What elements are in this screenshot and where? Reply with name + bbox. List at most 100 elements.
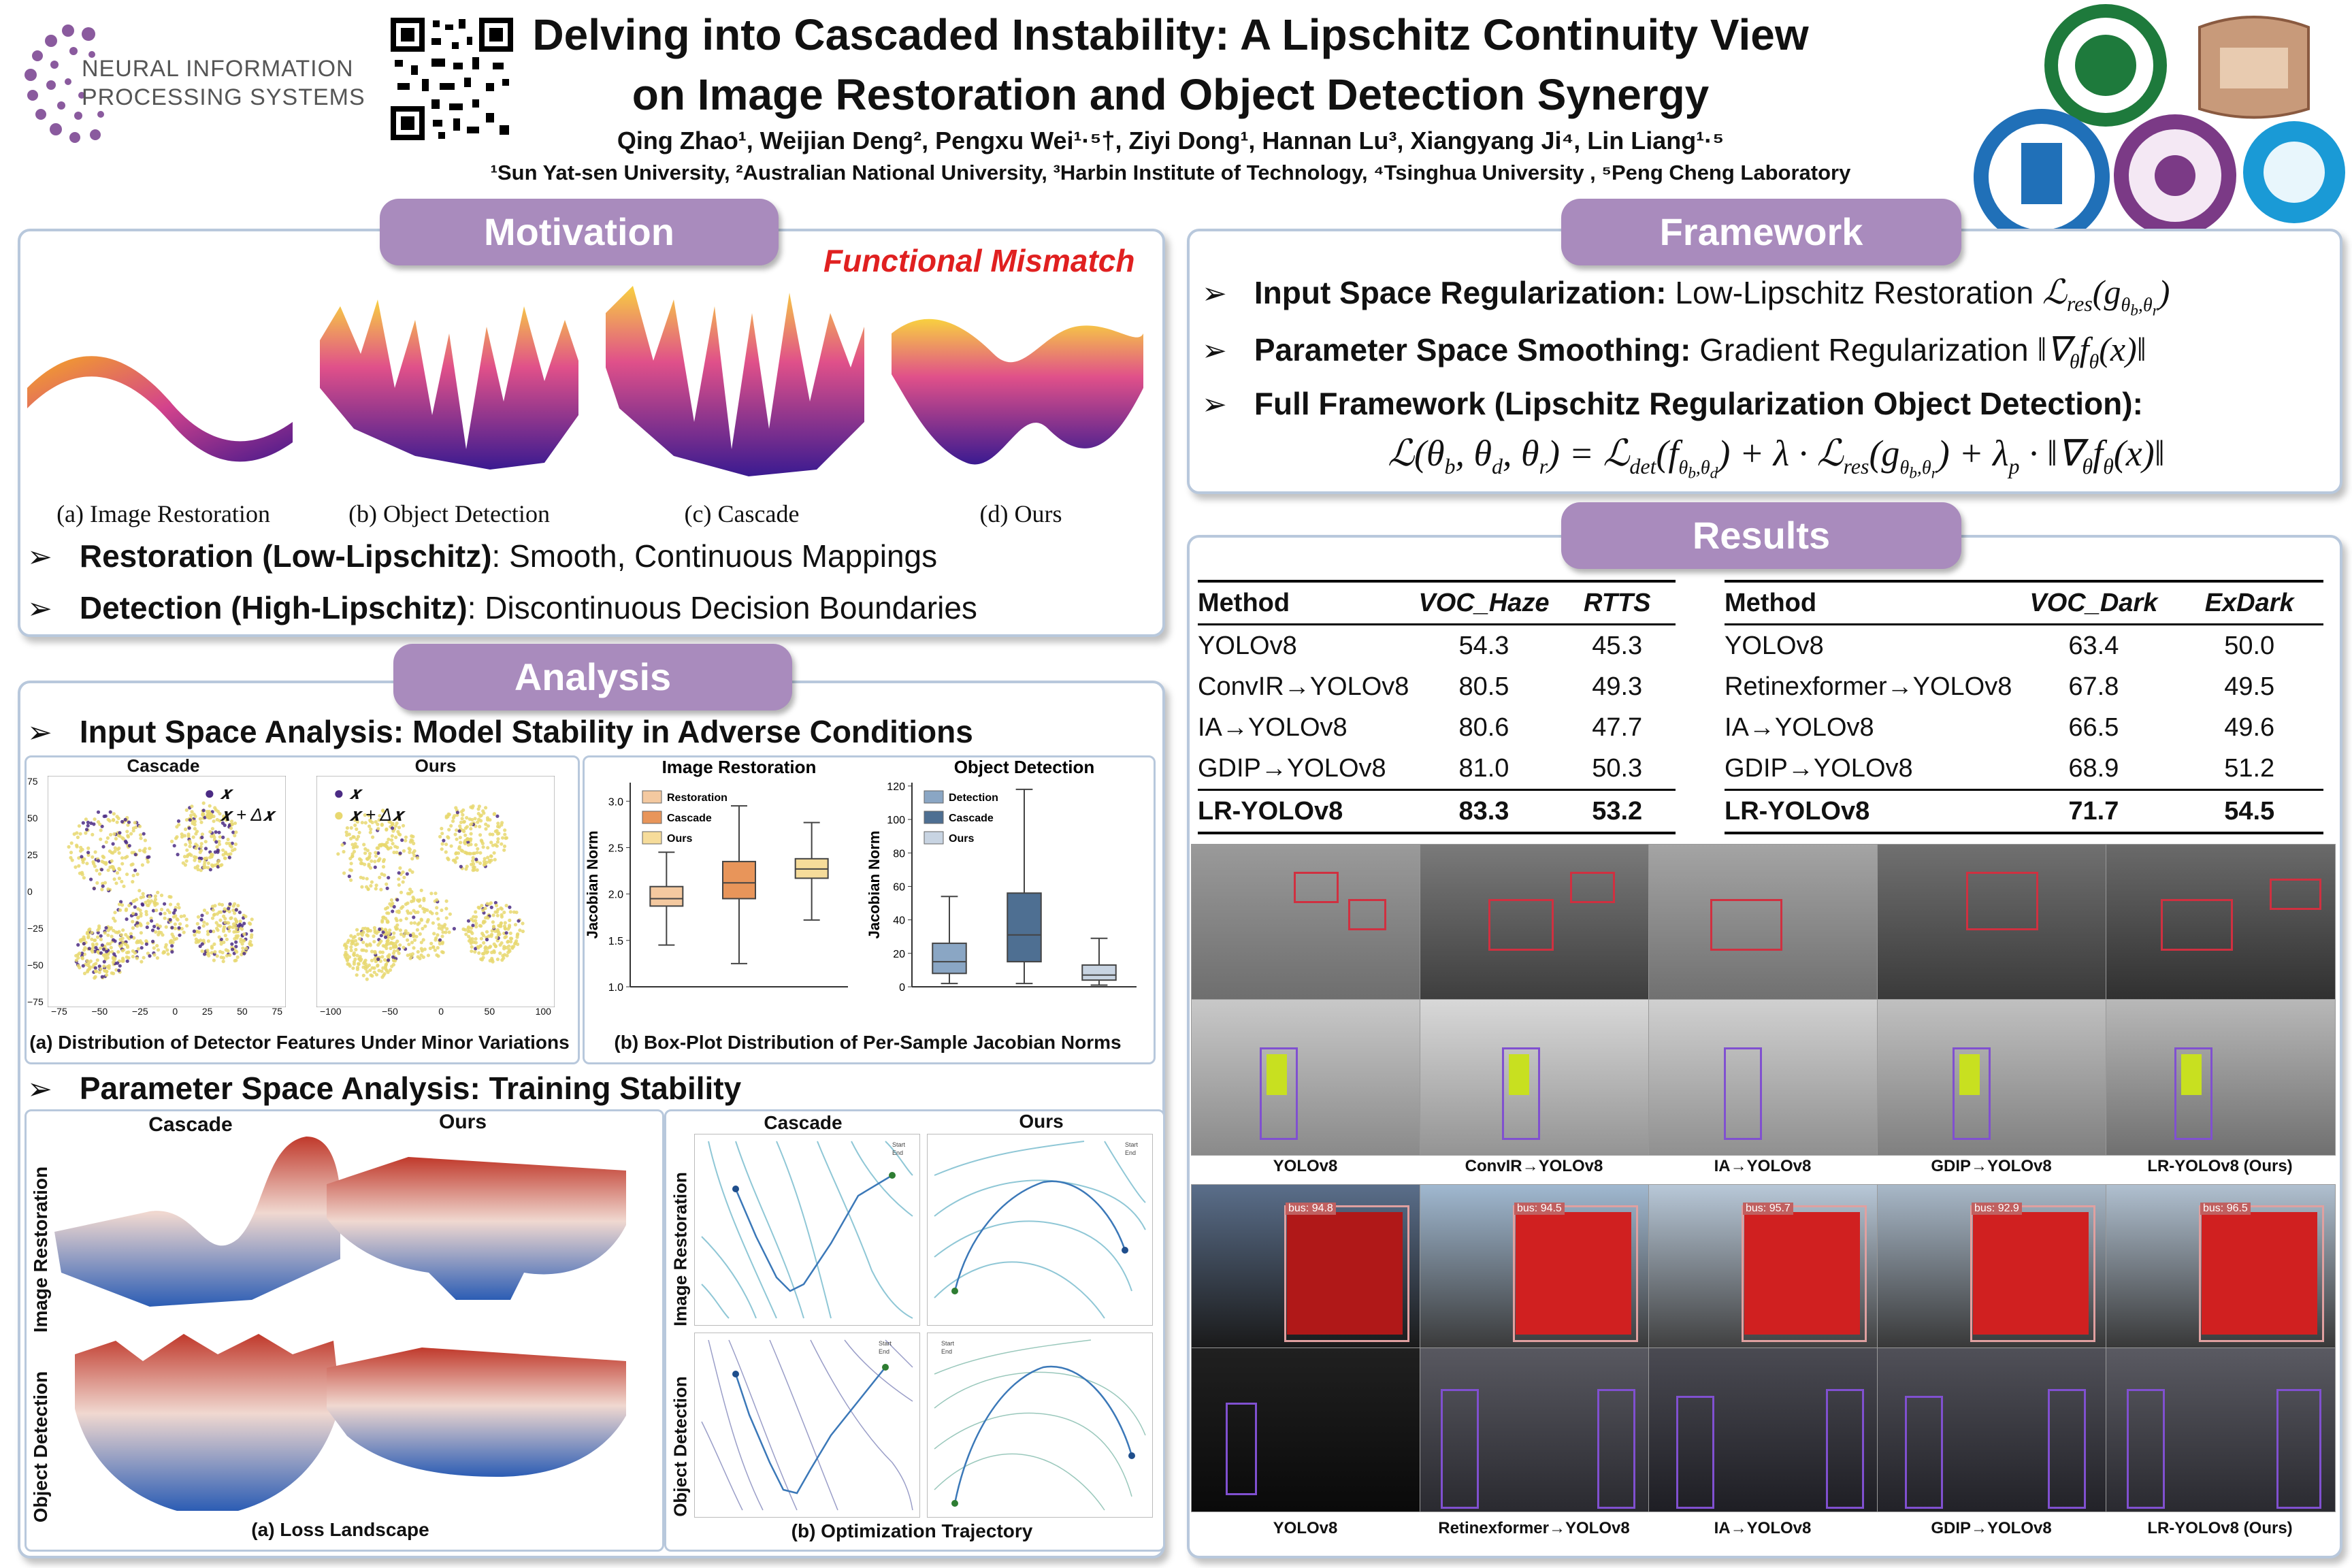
- tsne-point: [455, 856, 459, 860]
- tsne-point: [476, 807, 480, 811]
- tsne-point: [113, 956, 117, 961]
- tsne-point: [228, 953, 232, 958]
- loss-col-cascade: Cascade: [148, 1113, 233, 1136]
- tsne-point: [99, 868, 104, 872]
- tsne-point: [398, 866, 402, 870]
- tsne-point: [390, 834, 394, 838]
- tick: −25: [131, 1006, 148, 1017]
- tsne-point: [185, 924, 189, 928]
- tsne-point: [394, 824, 398, 828]
- tsne-point: [363, 960, 367, 964]
- haze-img-1-0: [1191, 999, 1421, 1156]
- tsne-point: [497, 825, 502, 829]
- tick: 75: [272, 1006, 282, 1017]
- cell: ConvIR→YOLOv8: [1198, 672, 1409, 701]
- boxplot-restoration-chart: Image Restoration 1.0 1.5 2.0 2.5 3.0 Jacobian…: [584, 757, 848, 994]
- tsne-point: [480, 841, 485, 845]
- cell: 53.2: [1592, 796, 1643, 826]
- qr-code[interactable]: [391, 18, 513, 140]
- poster-title-2: on Image Restoration and Object Detectio…: [632, 70, 1710, 119]
- authors: Qing Zhao¹, Weijian Deng², Pengxu Wei¹·⁵…: [617, 127, 1725, 154]
- tsne-point: [364, 949, 368, 953]
- tsne-point: [213, 904, 217, 908]
- tsne-point: [222, 914, 226, 918]
- tsne-point: [495, 840, 500, 844]
- tsne-point: [193, 858, 197, 862]
- cell: 83.3: [1458, 796, 1509, 826]
- functional-mismatch: Functional Mismatch: [823, 243, 1135, 278]
- tsne-point: [142, 832, 146, 836]
- tsne-point: [397, 826, 402, 830]
- tsne-point: [489, 854, 493, 858]
- tsne-point: [493, 858, 497, 862]
- traj-legend-start: Start: [892, 1141, 906, 1148]
- tsne-point: [231, 922, 236, 926]
- cell: 54.3: [1458, 631, 1509, 660]
- tsne-point: [100, 887, 104, 892]
- tsne-point: [370, 880, 374, 884]
- tsne-point: [474, 910, 478, 914]
- tsne-point: [365, 849, 370, 853]
- tsne-point: [477, 804, 481, 808]
- tsne-point: [369, 827, 373, 832]
- tsne-point: [378, 941, 382, 945]
- legend-dot-icon: ●: [204, 804, 215, 825]
- sysu-second-logo: [2193, 7, 2315, 122]
- tick: −50: [382, 1006, 398, 1017]
- tsne-point: [402, 823, 406, 828]
- haze-img-0-0: [1191, 844, 1421, 1000]
- y-tick-label: 1.5: [608, 936, 623, 947]
- tsne-point: [114, 836, 118, 840]
- haze-results-grid: [1191, 844, 2336, 1157]
- tsne-point: [99, 967, 103, 971]
- tsne-point: [129, 832, 133, 836]
- tsne-point: [108, 927, 112, 931]
- tsne-point: [489, 934, 493, 938]
- cell: GDIP→YOLOv8: [1198, 753, 1386, 783]
- tsne-point: [185, 848, 189, 852]
- tsne-point: [72, 832, 76, 836]
- tsne-point: [349, 862, 353, 866]
- table-row: LR-YOLOv8 83.3 53.2: [1198, 789, 1676, 833]
- tsne-point: [412, 946, 416, 950]
- tsne-point: [378, 843, 382, 847]
- tsne-point: [444, 843, 448, 847]
- tsne-point: [373, 860, 377, 864]
- tsne-point: [349, 826, 353, 830]
- tsne-point: [489, 858, 493, 862]
- tsne-point: [348, 868, 353, 872]
- tsne-point: [354, 938, 358, 943]
- tsne-point: [476, 905, 480, 909]
- tsne-point: [112, 952, 116, 956]
- tsne-point: [437, 926, 441, 930]
- tsne-point: [138, 939, 142, 943]
- tsne-point: [464, 932, 468, 936]
- tsne-point: [436, 917, 440, 921]
- tsne-point: [470, 817, 474, 822]
- tsne-point: [485, 946, 489, 950]
- tsne-point: [102, 814, 106, 819]
- tsne-point: [112, 916, 116, 921]
- tsne-point: [344, 946, 348, 951]
- tsne-point: [223, 920, 227, 924]
- tick: 100: [535, 1006, 551, 1017]
- tsne-point: [116, 950, 120, 954]
- tsne-point: [491, 960, 495, 964]
- tsne-point: [199, 868, 203, 872]
- tsne-point: [384, 906, 388, 911]
- tsne-point: [365, 965, 370, 969]
- tsne-point: [104, 862, 108, 866]
- tsne-point: [231, 925, 235, 930]
- tsne-point: [169, 895, 173, 899]
- tsne-point: [205, 911, 209, 915]
- tsne-point: [410, 954, 414, 958]
- tsne-point: [235, 950, 239, 954]
- tsne-point: [513, 923, 518, 927]
- tsne-point: [69, 841, 74, 845]
- y-tick-label: 2.0: [608, 889, 623, 901]
- tsne-point: [82, 971, 87, 975]
- tsne-point: [486, 855, 490, 860]
- tsne-point: [463, 833, 468, 837]
- tsne-point: [164, 925, 168, 929]
- tsne-point: [495, 814, 500, 818]
